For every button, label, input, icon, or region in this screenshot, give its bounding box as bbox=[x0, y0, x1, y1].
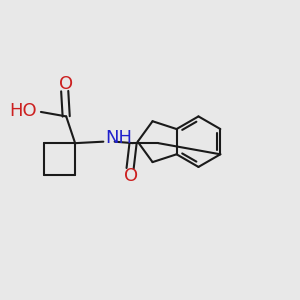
Text: HO: HO bbox=[10, 102, 38, 120]
Text: NH: NH bbox=[105, 129, 132, 147]
Text: O: O bbox=[124, 167, 138, 185]
Text: O: O bbox=[59, 75, 73, 93]
